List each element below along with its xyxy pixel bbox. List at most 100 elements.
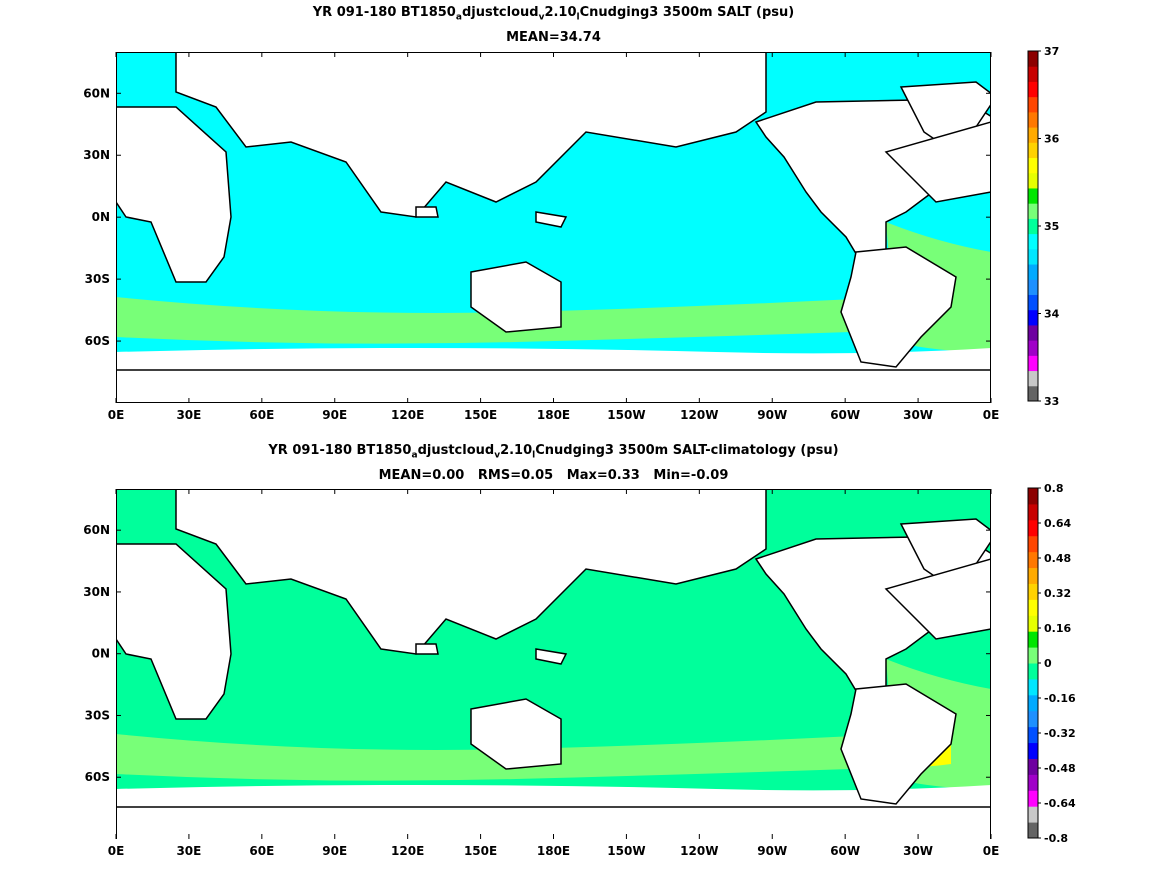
colorbar-swatch bbox=[1028, 678, 1038, 696]
colorbar-swatch bbox=[1028, 599, 1038, 616]
y-tick-label: 30S bbox=[85, 272, 110, 286]
land-5 bbox=[175, 489, 767, 655]
colorbar-swatch bbox=[1028, 774, 1038, 791]
colorbar-swatch bbox=[1028, 279, 1038, 295]
x-tick-label: 120W bbox=[680, 844, 718, 858]
chart1-stats: MEAN=34.74 bbox=[506, 30, 601, 45]
x-tick-label: 120E bbox=[391, 844, 424, 858]
colorbar-swatch bbox=[1028, 355, 1038, 372]
chart1-axes: 0E 30E 60E 90E 120E 150E 180E 150W 120W 90W 60W 30W… bbox=[83, 52, 999, 422]
colorbar-swatch bbox=[1028, 127, 1038, 143]
y-tick-label: 60S bbox=[85, 334, 110, 348]
y-tick-label: 60N bbox=[83, 86, 110, 100]
colorbar-swatch bbox=[1028, 790, 1038, 807]
colorbar-swatch bbox=[1028, 663, 1038, 680]
land-7 bbox=[116, 369, 991, 403]
x-tick-label: 90W bbox=[757, 844, 787, 858]
colorbar-swatch bbox=[1028, 264, 1038, 280]
x-tick-label: 150E bbox=[464, 408, 497, 422]
chart2-title: YR 091-180 BT1850adjustcloudv2.10lCnudgi… bbox=[268, 443, 839, 461]
x-tick-label: 120W bbox=[680, 408, 718, 422]
y-tick-label: 30N bbox=[83, 148, 110, 162]
x-tick-label: 30E bbox=[176, 844, 201, 858]
y-tick-label: 0N bbox=[92, 647, 110, 661]
colorbar-swatch bbox=[1028, 726, 1038, 744]
colorbar-swatch bbox=[1028, 66, 1038, 82]
land-4 bbox=[884, 558, 991, 640]
colorbar-swatch bbox=[1028, 218, 1038, 235]
x-tick-label: 60W bbox=[830, 844, 860, 858]
colorbar-swatch bbox=[1028, 385, 1038, 402]
colorbar-swatch bbox=[1028, 488, 1038, 505]
land-5 bbox=[175, 52, 767, 218]
colorbar-tick-label: 0.48 bbox=[1044, 552, 1071, 565]
land-2 bbox=[840, 683, 957, 805]
colorbar-swatch bbox=[1028, 340, 1038, 356]
colorbar-tick-label: -0.32 bbox=[1044, 727, 1076, 740]
colorbar-tick-label: 37 bbox=[1044, 45, 1059, 58]
colorbar-swatch bbox=[1028, 519, 1038, 537]
colorbar-tick-label: 33 bbox=[1044, 395, 1059, 405]
colorbar-swatch bbox=[1028, 96, 1038, 113]
colorbar-swatch bbox=[1028, 567, 1038, 584]
colorbar-tick-label: 35 bbox=[1044, 220, 1059, 233]
colorbar-tick-label: 34 bbox=[1044, 308, 1060, 321]
colorbar-tick-label: 0.8 bbox=[1044, 482, 1064, 495]
colorbar-tick-label: 36 bbox=[1044, 133, 1060, 146]
x-tick-label: 0E bbox=[108, 844, 125, 858]
y-tick-label: 60S bbox=[85, 770, 110, 784]
colorbar-tick-label: 0 bbox=[1044, 657, 1052, 670]
colorbar-swatch bbox=[1028, 758, 1038, 775]
x-tick-label: 30E bbox=[176, 408, 201, 422]
x-tick-label: 180E bbox=[537, 408, 570, 422]
colorbar-swatch bbox=[1028, 51, 1038, 67]
x-tick-label: 150E bbox=[464, 844, 497, 858]
colorbar-swatch bbox=[1028, 631, 1038, 648]
colorbar-swatch bbox=[1028, 81, 1038, 98]
colorbar-swatch bbox=[1028, 822, 1038, 839]
x-tick-label: 90W bbox=[757, 408, 787, 422]
colorbar-swatch bbox=[1028, 742, 1038, 759]
colorbar-swatch bbox=[1028, 324, 1038, 341]
colorbar-swatch bbox=[1028, 551, 1038, 569]
colorbar-tick-label: -0.16 bbox=[1044, 692, 1076, 705]
y-tick-label: 30S bbox=[85, 708, 110, 722]
x-tick-label: 150W bbox=[607, 408, 645, 422]
colorbar-swatch bbox=[1028, 535, 1038, 553]
x-tick-label: 90E bbox=[322, 408, 347, 422]
x-tick-label: 180E bbox=[537, 844, 570, 858]
colorbar-swatch bbox=[1028, 583, 1038, 600]
x-tick-label: 30W bbox=[903, 844, 933, 858]
colorbar-swatch bbox=[1028, 172, 1038, 189]
colorbar-tick-label: -0.48 bbox=[1044, 762, 1076, 775]
colorbar-tick-label: 0.16 bbox=[1044, 622, 1071, 635]
chart2-stats: MEAN=0.00 RMS=0.05 Max=0.33 Min=-0.09 bbox=[378, 468, 729, 483]
land-8 bbox=[415, 206, 439, 218]
y-tick-label: 60N bbox=[83, 523, 110, 537]
colorbar-tick-label: -0.64 bbox=[1044, 797, 1076, 810]
colorbar-swatch bbox=[1028, 694, 1038, 712]
x-tick-label: 120E bbox=[391, 408, 424, 422]
colorbar-swatch bbox=[1028, 142, 1038, 159]
land-9 bbox=[535, 648, 568, 665]
x-tick-label: 150W bbox=[607, 844, 645, 858]
land-6 bbox=[470, 698, 562, 770]
colorbar-swatch bbox=[1028, 309, 1038, 326]
colorbar-swatch bbox=[1028, 647, 1038, 664]
x-tick-label: 60E bbox=[249, 844, 274, 858]
colorbar-swatch bbox=[1028, 187, 1038, 204]
x-tick-label: 0E bbox=[108, 408, 125, 422]
colorbar-swatch bbox=[1028, 806, 1038, 823]
chart2-map bbox=[116, 489, 991, 839]
land-8 bbox=[415, 643, 439, 655]
mask-band bbox=[116, 785, 991, 807]
x-tick-label: 90E bbox=[322, 844, 347, 858]
colorbar-swatch bbox=[1028, 203, 1038, 219]
land-3 bbox=[116, 106, 232, 283]
colorbar-swatch bbox=[1028, 233, 1038, 250]
mask-band bbox=[116, 348, 991, 370]
colorbar-swatch bbox=[1028, 248, 1038, 265]
x-tick-label: 60W bbox=[830, 408, 860, 422]
x-tick-label: 0E bbox=[983, 844, 1000, 858]
land-7 bbox=[116, 806, 991, 839]
